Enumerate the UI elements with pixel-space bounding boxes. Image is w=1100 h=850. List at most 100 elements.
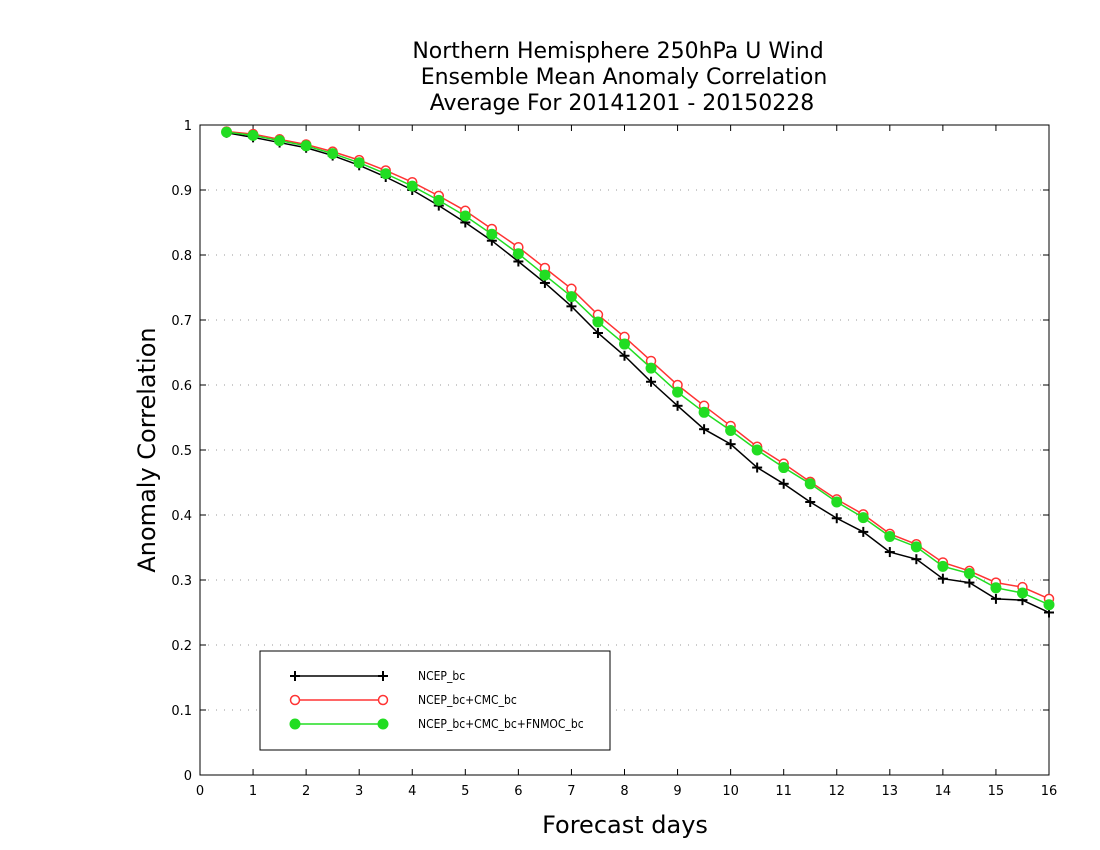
x-tick-label: 0 [196, 784, 204, 799]
data-point [857, 512, 869, 524]
data-point [831, 496, 843, 508]
legend-item-1: NCEP_bc [290, 669, 465, 683]
data-point [725, 425, 737, 436]
y-tick-label: 0 [184, 769, 192, 784]
data-point [751, 444, 763, 456]
x-tick-label: 12 [828, 784, 845, 799]
x-tick-label: 15 [988, 784, 1005, 799]
x-tick-label: 2 [302, 784, 310, 799]
data-point [592, 328, 603, 338]
x-tick-label: 8 [620, 784, 628, 799]
x-tick-label: 5 [461, 784, 469, 799]
y-tick-label: 1 [184, 119, 192, 134]
data-point [221, 126, 233, 138]
data-point [380, 168, 392, 180]
data-point [274, 135, 286, 147]
data-point [565, 291, 577, 303]
data-point [353, 157, 365, 169]
chart-title: Northern Hemisphere 250hPa U Wind Ensemb… [412, 39, 827, 116]
legend-items: NCEP_bc NCEP_bc+CMC_bc NCEP_bc+CMC_bc+FNMO… [289, 669, 584, 731]
series-2 [221, 126, 1055, 605]
legend-label: NCEP_bc+CMC_bc+FNMOC_bc [418, 717, 584, 731]
data-point [672, 386, 684, 398]
x-tick-label: 4 [408, 784, 416, 799]
data-point [699, 424, 710, 435]
legend-marker [377, 718, 389, 730]
legend: NCEP_bc NCEP_bc+CMC_bc NCEP_bc+CMC_bc+FNMO… [259, 650, 611, 751]
data-point [1016, 587, 1028, 599]
y-tick-label: 0.4 [171, 509, 192, 524]
legend-marker [289, 694, 301, 706]
data-point [964, 577, 975, 588]
legend-label: NCEP_bc [418, 669, 465, 683]
title-line-3: Average For 20141201 - 20150228 [430, 91, 815, 116]
grid [200, 189, 1049, 711]
y-tick-label: 0.7 [171, 314, 192, 329]
data-point [778, 478, 789, 489]
data-point [911, 554, 922, 565]
data-point [592, 316, 604, 328]
x-tick-label: 13 [882, 784, 899, 799]
series-1 [221, 127, 1054, 618]
y-tick-label: 0.9 [171, 184, 192, 199]
series-layer [221, 126, 1055, 618]
legend-marker [290, 671, 300, 681]
legend-item-3: NCEP_bc+CMC_bc+FNMOC_bc [289, 717, 584, 731]
data-point [804, 478, 816, 490]
y-axis-title: Anomaly Correlation [133, 327, 161, 572]
data-point [963, 568, 975, 579]
y-tick-label: 0.2 [171, 639, 192, 654]
data-point [937, 573, 948, 584]
data-point [406, 180, 418, 192]
x-tick-label: 14 [935, 784, 952, 799]
data-point [300, 140, 312, 152]
x-tick-labels: 0 1 2 3 4 5 6 7 8 9 10 11 12 13 14 15 16 [196, 784, 1057, 799]
data-point [698, 406, 710, 418]
x-tick-label: 11 [775, 784, 792, 799]
data-point [433, 194, 445, 206]
data-point [459, 210, 471, 222]
x-tick-label: 10 [722, 784, 739, 799]
series-3 [221, 126, 1055, 611]
data-point [884, 530, 896, 542]
legend-item-2: NCEP_bc+CMC_bc [289, 693, 517, 707]
data-point [327, 148, 339, 160]
data-point [752, 462, 763, 473]
series-line [226, 130, 1050, 600]
data-point [512, 248, 524, 260]
data-point [831, 513, 842, 524]
data-point [646, 376, 657, 387]
data-point [619, 338, 630, 350]
x-tick-label: 6 [514, 784, 522, 799]
y-tick-label: 0.3 [171, 574, 192, 589]
title-line-2: Ensemble Mean Anomaly Correlation [421, 65, 828, 90]
series-line [226, 132, 1050, 614]
data-point [805, 497, 816, 507]
legend-marker [377, 694, 389, 706]
x-tick-label: 9 [673, 784, 681, 799]
y-tick-label: 0.8 [171, 249, 192, 264]
data-point [937, 560, 949, 572]
x-tick-label: 1 [249, 784, 257, 799]
title-line-1: Northern Hemisphere 250hPa U Wind [412, 39, 823, 64]
legend-label: NCEP_bc+CMC_bc [418, 693, 517, 707]
data-point [539, 269, 551, 281]
legend-marker [289, 718, 301, 730]
data-point [990, 593, 1001, 604]
data-point [566, 301, 577, 312]
data-point [1043, 599, 1055, 611]
data-point [910, 541, 922, 553]
x-tick-label: 16 [1041, 784, 1058, 799]
data-point [247, 129, 259, 141]
data-point [884, 547, 895, 558]
data-point [725, 439, 736, 450]
x-tick-label: 3 [355, 784, 363, 799]
y-tick-label: 0.6 [171, 379, 192, 394]
y-tick-labels: 0 0.1 0.2 0.3 0.4 0.5 0.6 0.7 0.8 0.9 1 [171, 119, 192, 784]
data-point [778, 462, 790, 474]
data-point [672, 400, 683, 411]
data-point [990, 582, 1002, 594]
x-tick-label: 7 [567, 784, 575, 799]
legend-marker [378, 671, 388, 681]
